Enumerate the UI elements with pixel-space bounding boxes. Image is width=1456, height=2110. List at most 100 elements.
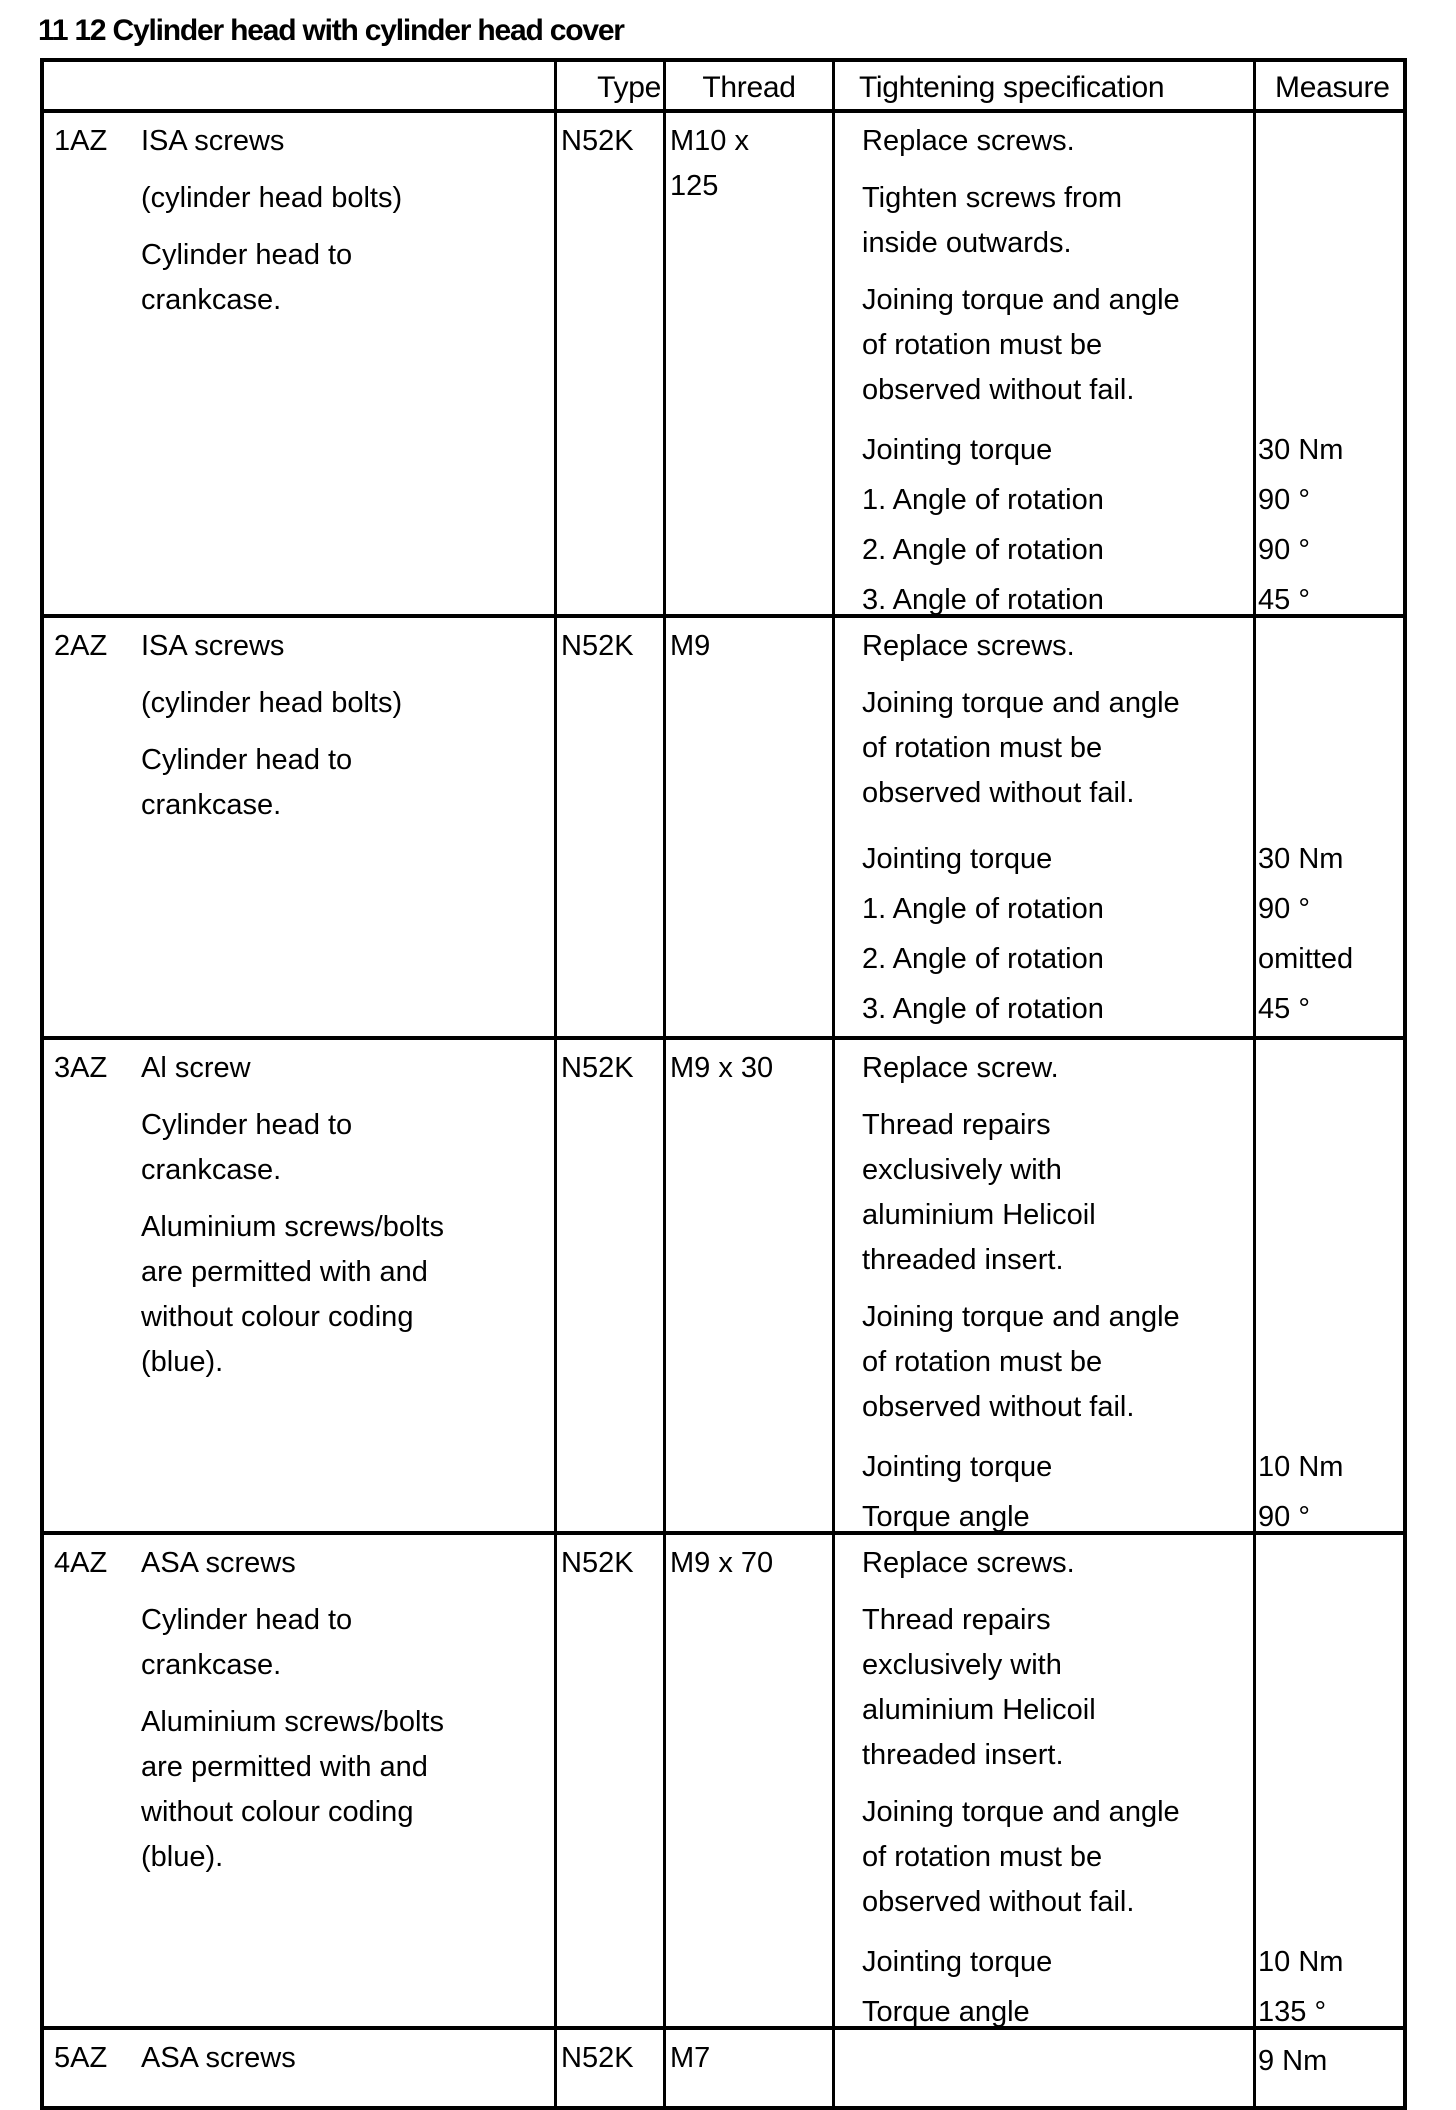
spec-item: Joining torque and angle of rotation must… xyxy=(835,1790,1403,1925)
type-cell: N52K xyxy=(557,618,666,1036)
column-divider xyxy=(1253,1040,1256,1531)
spec-text: aluminium Helicoil xyxy=(862,1199,1096,1231)
description-line: are permitted with and xyxy=(141,1751,428,1783)
spec-measure-cell: Replace screws. Joining torque and angle o… xyxy=(835,618,1403,1036)
spec-line: Replace screws. xyxy=(835,119,1403,164)
spec-line: inside outwards. xyxy=(835,221,1403,266)
measure-value: 10 Nm xyxy=(1258,1451,1344,1483)
description-line: without colour coding xyxy=(141,1301,414,1333)
spec-item: 2. Angle of rotation omitted xyxy=(835,934,1403,984)
spec-item: Torque angle 90 ° xyxy=(835,1492,1403,1531)
spec-text: Replace screws. xyxy=(862,125,1075,157)
measure-value: 10 Nm xyxy=(1258,1946,1344,1978)
description-line: (cylinder head bolts) xyxy=(141,182,403,214)
measure-value: 9 Nm xyxy=(1258,2045,1328,2077)
column-divider xyxy=(1253,1535,1256,2026)
description-line: (cylinder head bolts) xyxy=(141,687,403,719)
table-row: 4AZ ASA screws Cylinder head to crankcase. A… xyxy=(44,1535,1403,2030)
spec-text: observed without fail. xyxy=(862,1886,1135,1918)
description-paragraph: Al screw xyxy=(141,1046,444,1091)
spec-text: Jointing torque xyxy=(862,1451,1053,1483)
description-line: Aluminium screws/bolts xyxy=(141,1211,444,1243)
spec-line: of rotation must be xyxy=(835,726,1403,771)
spec-text: Tighten screws from xyxy=(862,182,1122,214)
spec-line: exclusively with xyxy=(835,1148,1403,1193)
spec-line: 1. Angle of rotation 90 ° xyxy=(835,884,1403,934)
spec-line: 9 Nm xyxy=(835,2036,1403,2086)
spec-line: Tighten screws from xyxy=(835,176,1403,221)
description-line: crankcase. xyxy=(141,1154,282,1186)
spec-line: of rotation must be xyxy=(835,1835,1403,1880)
spec-measure-cell: 9 Nm xyxy=(835,2030,1403,2106)
spec-line: Thread repairs xyxy=(835,1103,1403,1148)
column-divider xyxy=(1253,113,1256,614)
spec-line: Jointing torque 30 Nm xyxy=(835,834,1403,884)
thread-cell: M9 xyxy=(666,618,835,1036)
spec-line: Joining torque and angle xyxy=(835,278,1403,323)
spec-line: exclusively with xyxy=(835,1643,1403,1688)
thread-line: M9 xyxy=(670,630,711,662)
spec-item: Joining torque and angle of rotation must… xyxy=(835,1295,1403,1430)
measure-value: 30 Nm xyxy=(1258,843,1344,875)
header-item xyxy=(44,62,557,109)
description-paragraph: ISA screws xyxy=(141,119,402,164)
spec-item: 3. Angle of rotation 45 ° xyxy=(835,984,1403,1034)
table-row: 3AZ Al screw Cylinder head to crankcase. Alu… xyxy=(44,1040,1403,1535)
spec-item: 1. Angle of rotation 90 ° xyxy=(835,475,1403,525)
spec-text: observed without fail. xyxy=(862,1391,1135,1423)
description-paragraph: Aluminium screws/bolts are permitted with… xyxy=(141,1700,444,1880)
spec-text: Replace screws. xyxy=(862,1547,1075,1579)
spec-line: observed without fail. xyxy=(835,1385,1403,1430)
measure-value: 135 ° xyxy=(1258,1996,1327,2026)
header-measure: Measure xyxy=(1275,71,1390,104)
description-line: are permitted with and xyxy=(141,1256,428,1288)
measure-value: 45 ° xyxy=(1258,584,1310,614)
column-divider xyxy=(1253,618,1256,1036)
tightening-table: Type Thread Tightening specification Mea… xyxy=(40,58,1407,2110)
spec-line: aluminium Helicoil xyxy=(835,1193,1403,1238)
description-paragraph: (cylinder head bolts) xyxy=(141,176,402,221)
thread-cell: M9 x 70 xyxy=(666,1535,835,2026)
item-description: ASA screws xyxy=(141,2036,296,2106)
item-cell: 5AZ ASA screws xyxy=(44,2030,557,2106)
description-line: Cylinder head to xyxy=(141,1109,353,1141)
header-spec: Tightening specification xyxy=(859,71,1165,104)
spec-line: 3. Angle of rotation 45 ° xyxy=(835,575,1403,614)
spec-text: aluminium Helicoil xyxy=(862,1694,1096,1726)
spec-line: threaded insert. xyxy=(835,1238,1403,1283)
thread-line: M10 x xyxy=(670,125,749,157)
table-header-row: Type Thread Tightening specification Mea… xyxy=(44,62,1403,113)
measure-value: 30 Nm xyxy=(1258,434,1344,466)
spec-item: Thread repairs exclusively with aluminium … xyxy=(835,1598,1403,1778)
measure-value: 45 ° xyxy=(1258,993,1310,1025)
description-line: Cylinder head to xyxy=(141,744,353,776)
spec-text: Thread repairs xyxy=(862,1109,1051,1141)
thread-line: 125 xyxy=(670,170,719,202)
spec-measure-cell: Replace screw. Thread repairs exclusively … xyxy=(835,1040,1403,1531)
spec-text: 2. Angle of rotation xyxy=(862,943,1104,975)
spec-text: Joining torque and angle xyxy=(862,687,1180,719)
description-line: crankcase. xyxy=(141,284,282,316)
item-description: Al screw Cylinder head to crankcase. Alumin… xyxy=(141,1046,444,1531)
description-paragraph: (cylinder head bolts) xyxy=(141,681,402,726)
spec-text: threaded insert. xyxy=(862,1244,1064,1276)
spec-text: Jointing torque xyxy=(862,434,1053,466)
description-paragraph: Cylinder head to crankcase. xyxy=(141,1103,444,1193)
spec-text: Torque angle xyxy=(862,1996,1030,2026)
measure-value: 90 ° xyxy=(1258,484,1310,516)
spec-text: 1. Angle of rotation xyxy=(862,893,1104,925)
tightening-specification: Replace screws. Tighten screws from inside… xyxy=(835,113,1403,614)
description-line: ISA screws xyxy=(141,125,285,157)
spec-line: observed without fail. xyxy=(835,368,1403,413)
spec-item: Jointing torque 10 Nm xyxy=(835,1442,1403,1492)
description-line: Cylinder head to xyxy=(141,239,353,271)
spec-text: Jointing torque xyxy=(862,843,1053,875)
thread-cell: M10 x 125 xyxy=(666,113,835,614)
spec-line: Replace screw. xyxy=(835,1046,1403,1091)
table-row: 1AZ ISA screws (cylinder head bolts) Cylind… xyxy=(44,113,1403,618)
spec-line: observed without fail. xyxy=(835,771,1403,816)
description-line: ISA screws xyxy=(141,630,285,662)
spec-text: Jointing torque xyxy=(862,1946,1053,1978)
spec-line: Replace screws. xyxy=(835,1541,1403,1586)
description-line: ASA screws xyxy=(141,2042,296,2074)
